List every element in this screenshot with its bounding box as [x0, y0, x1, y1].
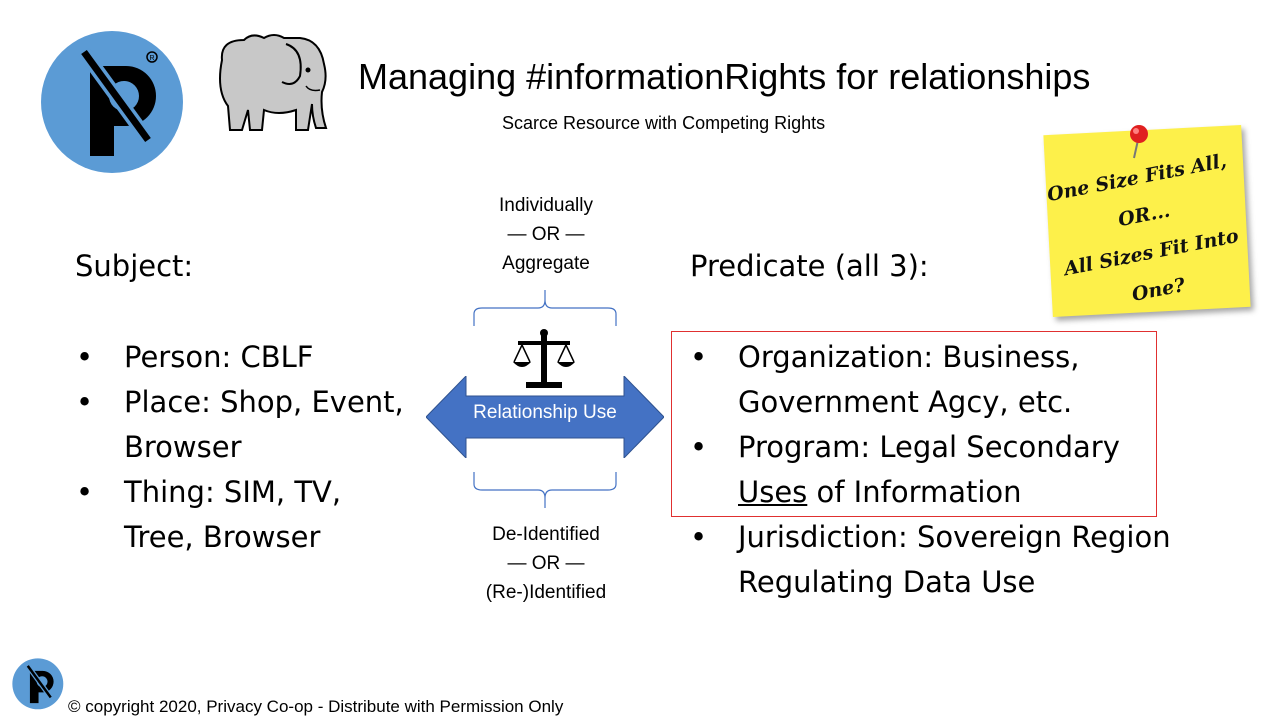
subject-heading: Subject:: [75, 249, 194, 283]
page-subtitle: Scarce Resource with Competing Rights: [502, 113, 826, 133]
list-item-text: Person: CBLF: [124, 340, 314, 374]
list-item-text: Program: Legal Secondary: [738, 430, 1120, 464]
subject-list: Person: CBLF Place: Shop, Event,Browser …: [76, 335, 436, 560]
bottom-brace: [473, 472, 617, 508]
top-brace: [473, 290, 617, 326]
predicate-list: Organization: Business, Government Agcy, …: [690, 335, 1250, 605]
list-item-text: Thing: SIM, TV,: [124, 475, 342, 509]
list-item-text: Jurisdiction: Sovereign Region: [738, 520, 1171, 554]
list-item: Person: CBLF: [76, 335, 436, 380]
top-scope-label: Individually — OR — Aggregate: [446, 191, 646, 278]
list-item: Place: Shop, Event, Browser: [76, 380, 436, 470]
sticky-note-text: One Size Fits All, OR... All Sizes Fit I…: [1036, 140, 1259, 327]
label-line: — OR —: [507, 553, 585, 574]
list-item-text: Browser: [124, 430, 242, 464]
copyright-footer: © copyright 2020, Privacy Co-op - Distri…: [68, 697, 564, 716]
scales-of-justice-icon: [513, 329, 575, 388]
relationship-double-arrow: [426, 376, 664, 458]
arrow-label: Relationship Use: [473, 402, 617, 423]
elephant-icon: [219, 34, 328, 131]
list-item-text: Regulating Data Use: [738, 565, 1036, 599]
label-line: — OR —: [507, 224, 585, 245]
list-item: Thing: SIM, TV, Tree, Browser: [76, 470, 436, 560]
push-pin-icon: [1130, 125, 1148, 159]
predicate-heading: Predicate (all 3):: [690, 249, 929, 283]
label-line: (Re-)Identified: [485, 582, 607, 603]
underlined-word: Uses: [738, 475, 808, 509]
list-item-text: Place: Shop, Event,: [124, 385, 404, 419]
list-item-text-rest: of Information: [807, 475, 1022, 509]
list-item-text: Organization: Business,: [738, 340, 1080, 374]
page-title: Managing #informationRights for relation…: [358, 56, 1091, 97]
list-item: Program: Legal Secondary Uses of Informat…: [690, 425, 1250, 515]
label-line: De-Identified: [492, 524, 600, 545]
list-item: Organization: Business, Government Agcy, …: [690, 335, 1250, 425]
label-line: Individually: [499, 195, 593, 216]
privacy-coop-logo-icon: R: [41, 31, 183, 173]
privacy-coop-small-logo-icon: [12, 658, 64, 710]
bottom-identity-label: De-Identified — OR — (Re-)Identified: [446, 520, 646, 607]
svg-text:R: R: [150, 55, 155, 62]
list-item-text: Tree, Browser: [124, 520, 321, 554]
list-item-text: Government Agcy, etc.: [738, 385, 1073, 419]
list-item: Jurisdiction: Sovereign Region Regulating…: [690, 515, 1250, 605]
label-line: Aggregate: [502, 253, 590, 274]
list-item-text: Uses of Information: [738, 470, 1250, 515]
